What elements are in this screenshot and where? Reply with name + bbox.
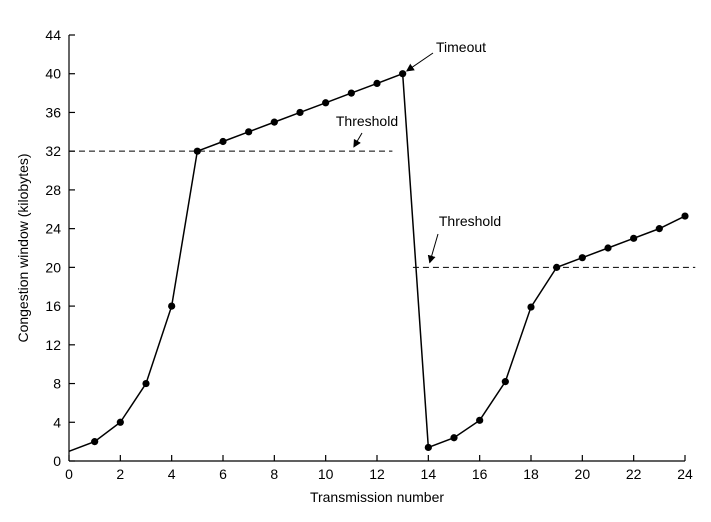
y-tick-label: 0 bbox=[53, 453, 61, 469]
data-point bbox=[168, 302, 176, 310]
y-tick-label: 36 bbox=[45, 104, 61, 120]
data-point bbox=[373, 79, 381, 88]
annotations: Timeout Threshold Threshold bbox=[336, 39, 501, 264]
data-point bbox=[142, 379, 150, 388]
y-tick-label: 8 bbox=[53, 376, 61, 392]
data-point bbox=[527, 303, 535, 311]
data-point bbox=[322, 99, 330, 107]
x-tick-label: 16 bbox=[472, 466, 488, 482]
x-tick-label: 2 bbox=[116, 466, 124, 482]
x-tick-label: 18 bbox=[523, 466, 539, 482]
x-ticks: 0 2 4 6 8 10 12 14 16 18 20 22 24 bbox=[65, 455, 693, 482]
axes bbox=[68, 35, 685, 462]
data-point bbox=[270, 118, 278, 126]
y-tick-label: 20 bbox=[45, 259, 61, 275]
y-axis-label: Congestion window (kilobytes) bbox=[15, 153, 31, 342]
x-tick-label: 14 bbox=[421, 466, 437, 482]
annotation-arrow bbox=[405, 52, 434, 72]
annotation-arrow bbox=[427, 233, 439, 264]
x-tick-label: 4 bbox=[168, 466, 176, 482]
annotation-label: Timeout bbox=[436, 39, 486, 55]
x-tick-label: 22 bbox=[626, 466, 642, 482]
y-tick-label: 40 bbox=[45, 66, 61, 82]
data-point bbox=[681, 212, 689, 220]
data-point bbox=[347, 89, 355, 97]
x-tick-label: 8 bbox=[270, 466, 278, 482]
y-tick-label: 16 bbox=[45, 298, 61, 314]
y-ticks: 0 4 8 12 16 20 24 28 32 36 40 44 bbox=[45, 27, 75, 469]
data-point bbox=[399, 70, 407, 78]
data-point bbox=[219, 137, 227, 146]
x-tick-label: 12 bbox=[369, 466, 385, 482]
data-point bbox=[604, 244, 612, 252]
y-tick-label: 4 bbox=[53, 414, 61, 430]
data-point bbox=[578, 254, 586, 262]
data-point bbox=[91, 438, 99, 446]
annotation-label: Threshold bbox=[336, 113, 398, 129]
x-tick-label: 10 bbox=[318, 466, 334, 482]
data-point bbox=[450, 434, 458, 442]
data-point bbox=[501, 378, 509, 386]
x-axis-label: Transmission number bbox=[310, 489, 444, 505]
series-line bbox=[68, 72, 686, 453]
y-tick-label: 32 bbox=[45, 143, 61, 159]
data-point bbox=[630, 234, 638, 242]
data-point bbox=[296, 108, 304, 117]
data-point bbox=[193, 147, 201, 155]
y-tick-label: 24 bbox=[45, 221, 61, 237]
data-point bbox=[245, 128, 253, 136]
x-tick-label: 6 bbox=[219, 466, 227, 482]
y-tick-label: 28 bbox=[45, 182, 61, 198]
data-point bbox=[116, 418, 124, 426]
annotation-label: Threshold bbox=[439, 213, 501, 229]
data-point bbox=[424, 443, 432, 452]
y-tick-label: 44 bbox=[45, 27, 61, 43]
x-tick-label: 20 bbox=[575, 466, 591, 482]
y-tick-label: 12 bbox=[45, 337, 61, 353]
annotation-arrow bbox=[353, 132, 363, 148]
x-tick-label: 0 bbox=[65, 466, 73, 482]
series bbox=[68, 70, 689, 453]
data-point bbox=[655, 225, 663, 233]
data-point bbox=[553, 263, 561, 271]
data-point bbox=[476, 416, 484, 424]
x-tick-label: 24 bbox=[677, 466, 693, 482]
